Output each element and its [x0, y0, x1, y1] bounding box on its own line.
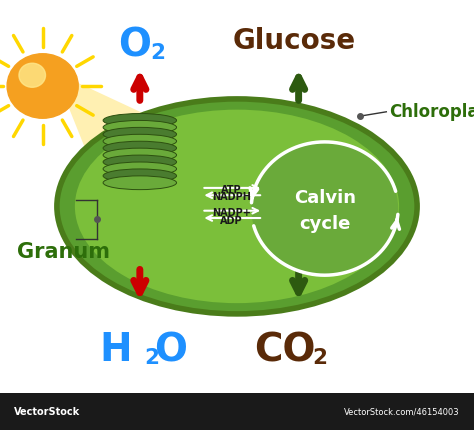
Ellipse shape — [103, 127, 176, 141]
Ellipse shape — [57, 99, 417, 314]
Text: H: H — [100, 332, 132, 369]
Ellipse shape — [103, 120, 176, 134]
Text: Calvin: Calvin — [294, 189, 356, 207]
Text: 2: 2 — [312, 348, 328, 368]
Text: ATP: ATP — [221, 185, 242, 195]
Ellipse shape — [103, 141, 176, 155]
Ellipse shape — [75, 110, 399, 303]
Text: VectorStock: VectorStock — [14, 407, 81, 417]
Text: ADP: ADP — [220, 215, 243, 226]
Ellipse shape — [103, 134, 176, 148]
Text: cycle: cycle — [299, 215, 350, 233]
Ellipse shape — [103, 169, 176, 183]
Text: CO: CO — [254, 332, 315, 369]
Text: O: O — [118, 26, 152, 64]
Circle shape — [19, 63, 46, 87]
Text: VectorStock.com/46154003: VectorStock.com/46154003 — [344, 407, 460, 416]
Circle shape — [7, 54, 78, 118]
Text: Chloroplast: Chloroplast — [389, 103, 474, 121]
Polygon shape — [64, 77, 149, 249]
Text: 2: 2 — [144, 348, 159, 368]
Text: NADP+: NADP+ — [212, 208, 251, 218]
Ellipse shape — [103, 114, 176, 127]
Text: Granum: Granum — [17, 242, 109, 261]
Text: NADPH: NADPH — [212, 192, 251, 202]
Ellipse shape — [103, 162, 176, 176]
Ellipse shape — [103, 176, 176, 190]
Text: 2: 2 — [150, 43, 165, 63]
Text: O: O — [154, 332, 187, 369]
Circle shape — [251, 142, 398, 275]
Ellipse shape — [103, 155, 176, 169]
Text: Glucose: Glucose — [232, 27, 356, 55]
Ellipse shape — [103, 148, 176, 162]
Bar — [0, 393, 474, 430]
